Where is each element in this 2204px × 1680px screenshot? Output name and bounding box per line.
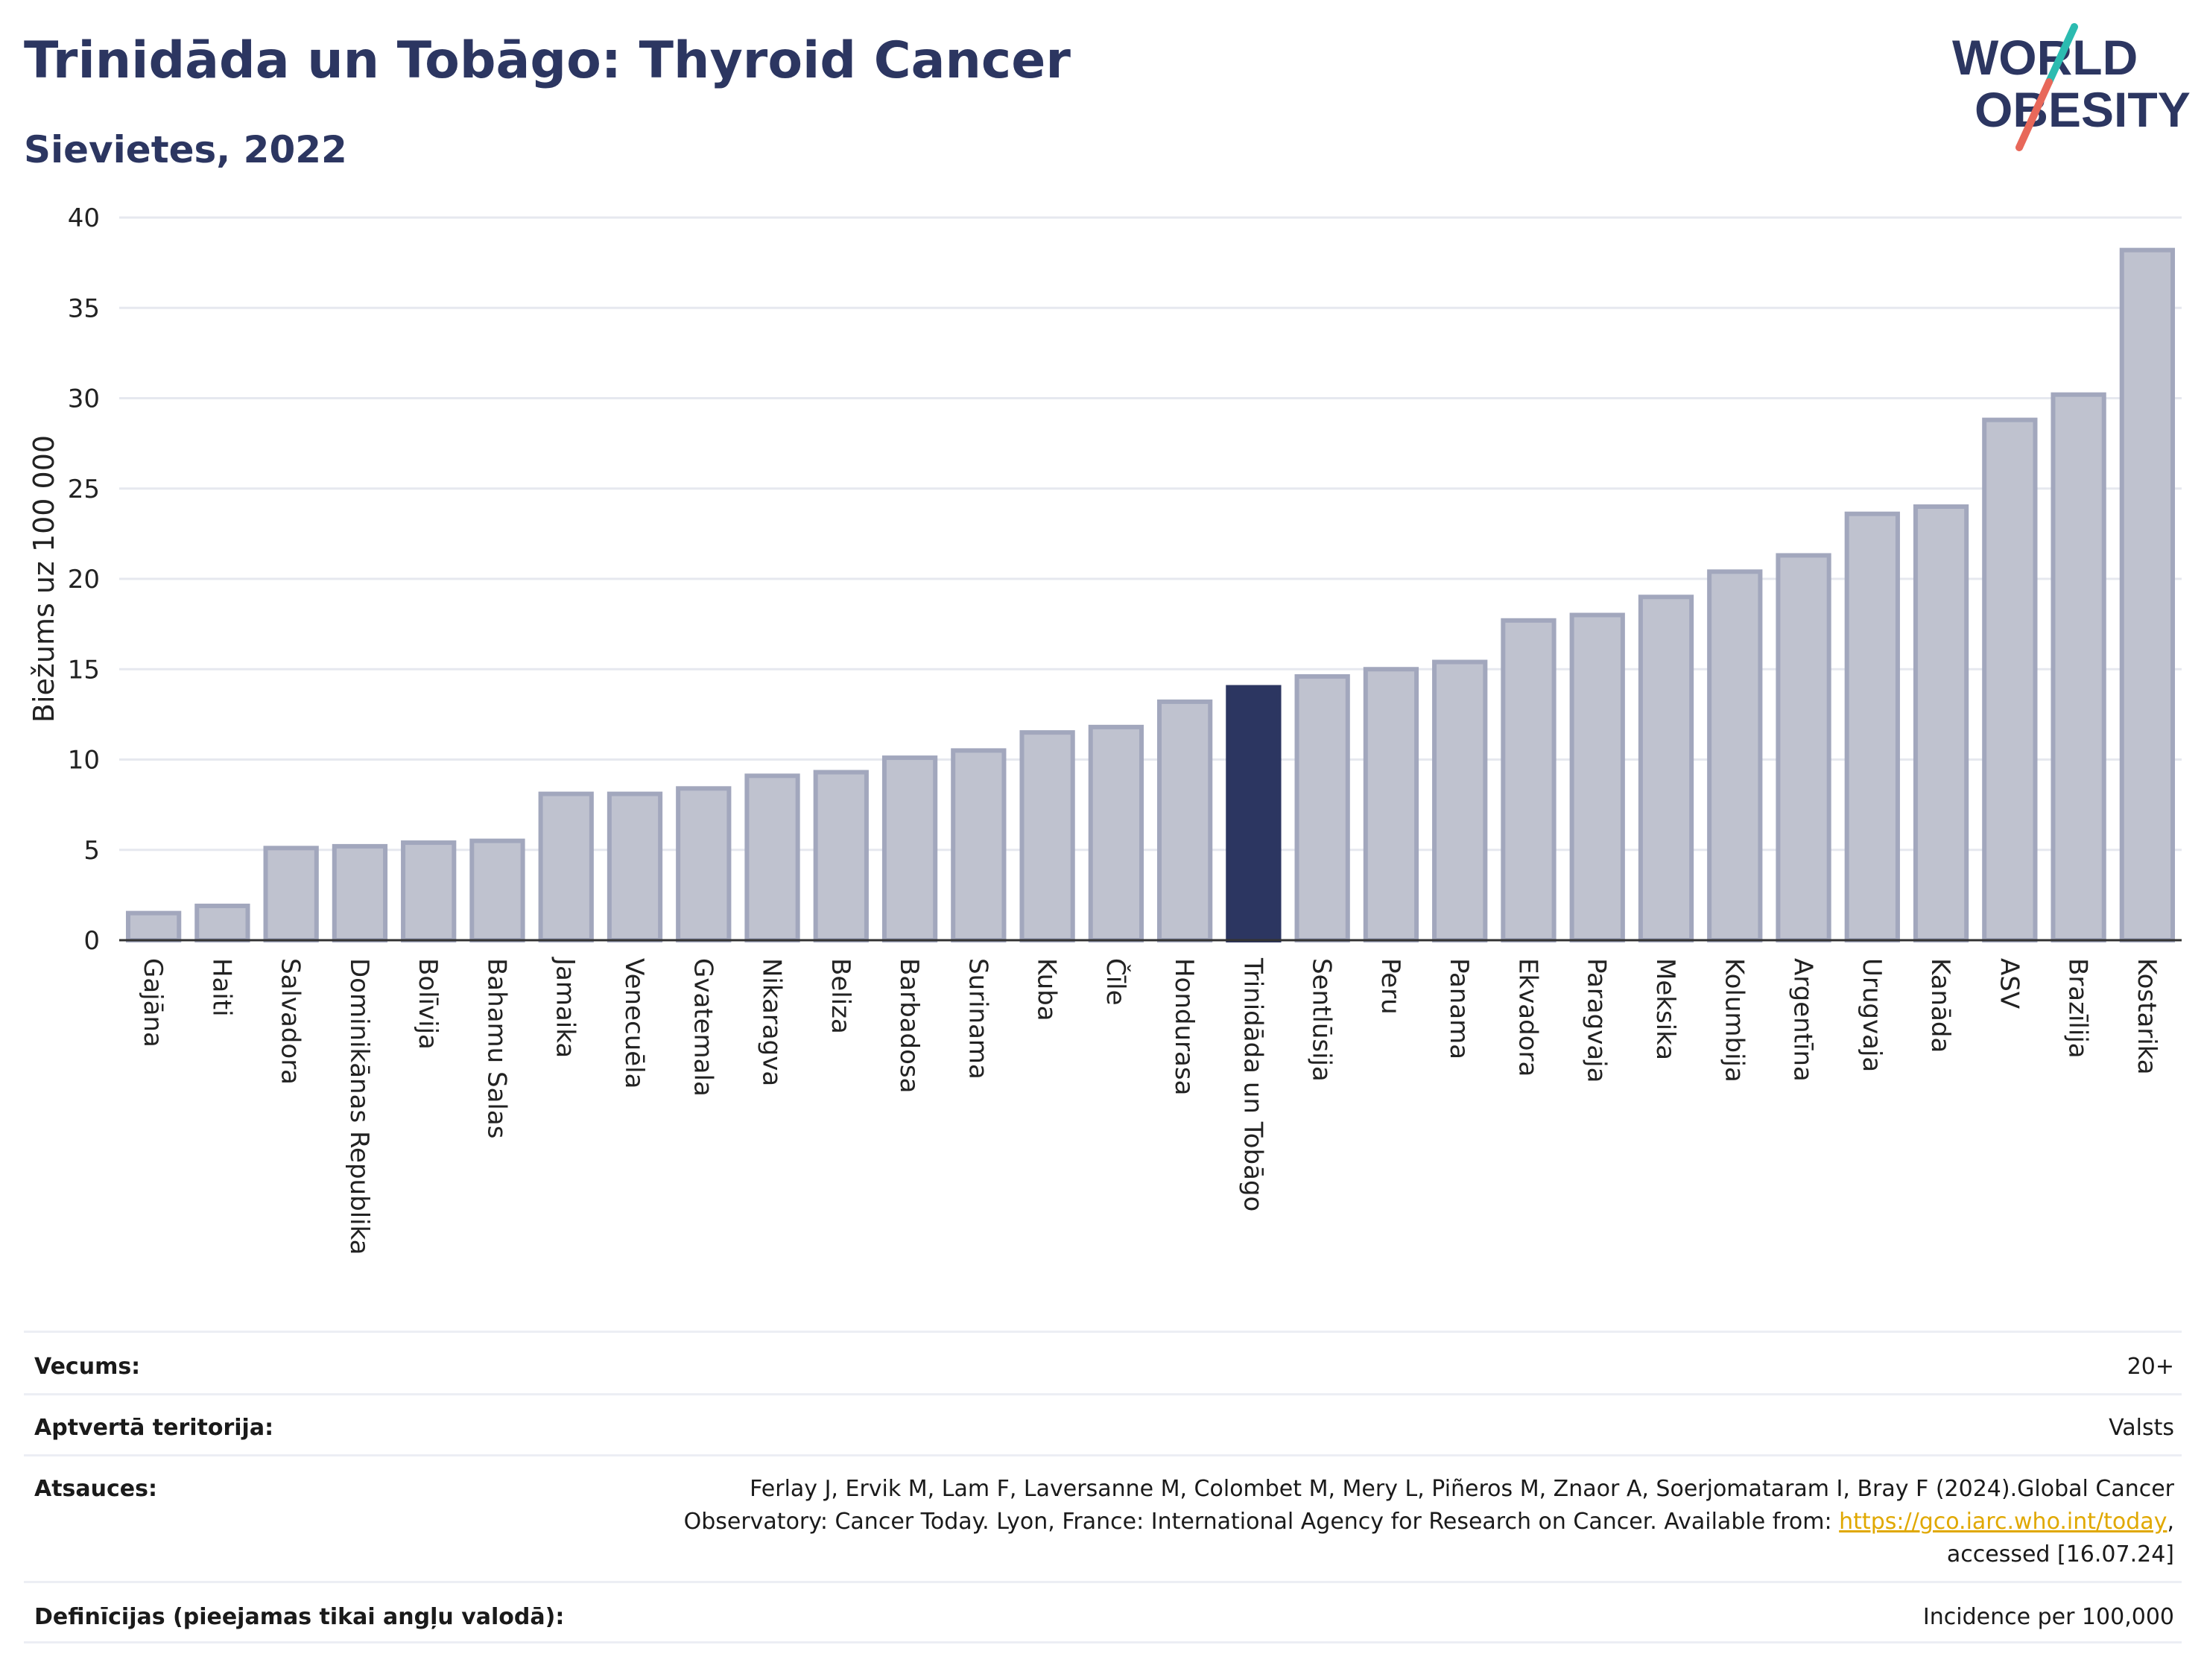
metadata-table: Vecums: 20+ Aptvertā teritorija: Valsts … <box>24 1331 2182 1643</box>
definitions-value: Incidence per 100,000 <box>1922 1604 2174 1630</box>
bar <box>1776 553 1831 943</box>
bar <box>1019 730 1075 942</box>
bar <box>1363 667 1419 942</box>
x-tick-label: Brazīlija <box>2063 958 2093 1059</box>
x-tick-label: Urugvaja <box>1857 958 1887 1072</box>
x-tick-label: Dominikānas Republika <box>344 958 374 1255</box>
references-line-1: Ferlay J, Ervik M, Lam F, Laversanne M, … <box>750 1476 2174 1502</box>
bar <box>1088 724 1144 942</box>
y-tick-label: 5 <box>83 836 100 866</box>
x-tick-label: Jamaika <box>551 957 580 1058</box>
bar <box>1501 618 1557 943</box>
x-tick-label: Sentlūsija <box>1307 958 1337 1082</box>
x-tick-label: Surinama <box>963 958 992 1080</box>
bar <box>469 838 525 942</box>
x-tick-label: Ekvadora <box>1513 958 1542 1077</box>
x-tick-label: Nikaragva <box>757 958 787 1086</box>
bar <box>1569 612 1625 942</box>
y-tick-label: 20 <box>68 565 100 595</box>
coverage-value: Valsts <box>2109 1415 2174 1441</box>
y-tick-label: 15 <box>68 655 100 685</box>
definitions-label: Definīcijas (pieejamas tikai angļu valod… <box>34 1604 565 1630</box>
page-title: Trinidāda un Tobāgo: Thyroid Cancer <box>24 31 1071 90</box>
x-tick-label: Bolīvija <box>413 958 443 1050</box>
references-value: Ferlay J, Ervik M, Lam F, Laversanne M, … <box>684 1473 2182 1571</box>
x-tick-label: Gvatemala <box>688 958 718 1097</box>
x-tick-label: Kuba <box>1032 958 1062 1021</box>
age-label: Vecums: <box>34 1354 141 1380</box>
bar <box>1638 595 1694 942</box>
age-value: 20+ <box>2127 1354 2174 1380</box>
bar <box>1226 685 1282 942</box>
bar <box>1844 511 1900 942</box>
x-tick-label: Salvadora <box>276 958 305 1085</box>
x-tick-label: Barbadosa <box>894 958 924 1094</box>
bar <box>813 770 869 942</box>
bar <box>744 773 800 943</box>
meta-row-definitions: Definīcijas (pieejamas tikai angļu valod… <box>24 1581 2182 1643</box>
y-tick-label: 25 <box>68 475 100 504</box>
bar <box>401 840 457 942</box>
bar <box>194 903 250 942</box>
x-tick-label: Peru <box>1375 958 1405 1015</box>
y-tick-label: 0 <box>83 926 100 956</box>
references-link[interactable]: https://gco.iarc.who.int/today <box>1839 1509 2167 1535</box>
y-tick-label: 30 <box>68 384 100 414</box>
y-tick-label: 10 <box>68 746 100 776</box>
x-tick-label: Kolumbija <box>1719 958 1749 1083</box>
bar <box>951 748 1007 942</box>
meta-row-age: Vecums: 20+ <box>24 1331 2182 1393</box>
logo-slash-coral <box>2015 78 2053 151</box>
world-obesity-logo: WORLD OBESITY <box>1952 23 2191 151</box>
bar <box>332 843 388 943</box>
bar <box>538 791 594 943</box>
references-label: Atsauces: <box>34 1476 157 1502</box>
bar <box>2051 392 2106 942</box>
bar <box>676 786 732 942</box>
x-tick-label: ASV <box>1994 958 2024 1009</box>
bar <box>263 846 319 943</box>
logo-line-1: WORLD <box>1952 30 2138 85</box>
y-tick-label: 35 <box>68 294 100 323</box>
bar <box>1156 699 1213 943</box>
bar <box>1707 569 1763 942</box>
page-subtitle: Sievietes, 2022 <box>24 128 347 171</box>
bar <box>881 755 938 943</box>
x-tick-label: Meksika <box>1650 958 1680 1060</box>
x-tick-label: Čīle <box>1101 958 1131 1006</box>
logo-line-2: OBESITY <box>1975 82 2191 137</box>
meta-row-coverage: Aptvertā teritorija: Valsts <box>24 1393 2182 1454</box>
y-axis-label: Biežums uz 100 000 <box>28 435 60 723</box>
bar <box>125 910 182 942</box>
bar-chart: 0 5 10 15 20 25 30 35 40 Biežums uz 100 000 Gajāna… <box>28 203 2182 1255</box>
meta-row-references: Atsauces: Ferlay J, Ervik M, Lam F, Lave… <box>24 1454 2182 1581</box>
references-line-2-end: , <box>2167 1509 2174 1535</box>
x-tick-label: Paragvaja <box>1582 958 1612 1083</box>
x-tick-label: Argentīna <box>1788 958 1818 1082</box>
bar <box>607 791 663 943</box>
bar <box>2119 247 2176 942</box>
coverage-label: Aptvertā teritorija: <box>34 1415 274 1441</box>
bar <box>1432 659 1488 942</box>
x-tick-label: Haiti <box>206 958 236 1017</box>
x-tick-label: Panama <box>1444 958 1474 1059</box>
x-tick-label: Beliza <box>826 958 855 1034</box>
x-tick-label: Bahamu Salas <box>481 958 511 1138</box>
bar <box>1982 417 2038 943</box>
references-line-3: accessed [16.07.24] <box>1946 1541 2174 1568</box>
references-line-2: Observatory: Cancer Today. Lyon, France:… <box>683 1509 1840 1535</box>
x-tick-label: Hondurasa <box>1169 958 1199 1095</box>
x-tick-label: Venecuēla <box>619 958 649 1088</box>
x-tick-label: Trinidāda un Tobāgo <box>1238 957 1267 1211</box>
y-tick-label: 40 <box>68 203 100 233</box>
bar <box>1913 504 1969 942</box>
bar <box>1294 673 1350 942</box>
x-tick-label: Kanāda <box>1925 958 1955 1053</box>
x-tick-label: Kostarika <box>2132 958 2162 1075</box>
x-tick-label: Gajāna <box>138 958 168 1047</box>
logo-slash-teal <box>2045 23 2078 86</box>
